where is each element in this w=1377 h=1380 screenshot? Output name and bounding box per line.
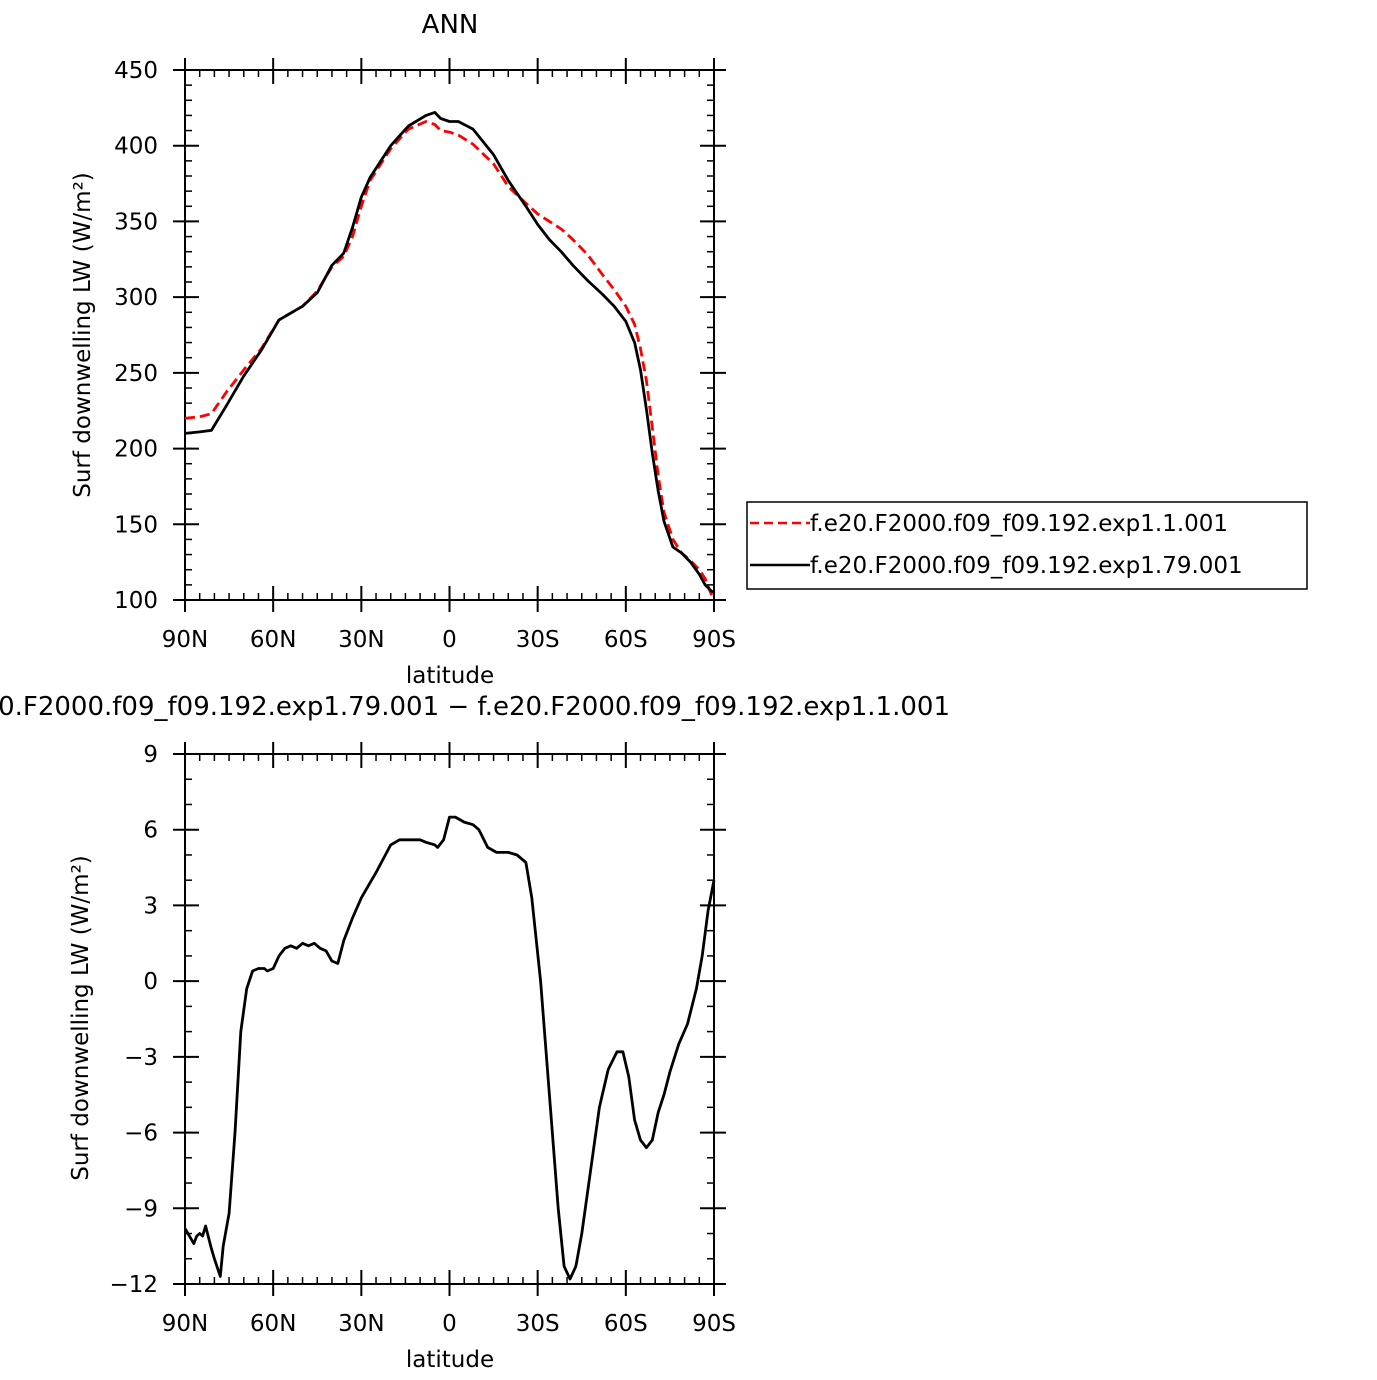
bottom-plot-area: −12 −9 −6 −3 0 3 6 9 90N 60N 30N 0 30S 60S 90S [109,742,736,1337]
top-y-axis-label: Surf downwelling LW (W/m²) [70,172,96,498]
top-x-tick-label: 90S [692,627,736,653]
top-y-tick-label: 200 [114,437,158,463]
top-chart-title: ANN [422,10,479,40]
top-y-tick-label: 150 [114,512,158,538]
top-series-line-1 [184,120,716,600]
top-x-tick-label: 0 [442,627,457,653]
bottom-x-tick-label: 60S [604,1311,648,1337]
bottom-x-tick-label: 30N [338,1311,384,1337]
top-x-axis-label: latitude [406,663,494,689]
bottom-y-tick-label: −3 [124,1045,158,1071]
bottom-x-axis-label: latitude [406,1347,494,1373]
bottom-plot-frame [184,753,715,1285]
bottom-x-tick-label: 0 [442,1311,457,1337]
legend-box [746,501,1308,590]
bottom-y-tick-label: 9 [143,742,158,768]
legend-label-series-2: f.e20.F2000.f09_f09.192.exp1.79.001 [810,553,1243,579]
bottom-x-tick-label: 60N [250,1311,296,1337]
top-x-tick-label: 60S [604,627,648,653]
top-x-tick-label: 90N [162,627,208,653]
top-y-tick-label: 350 [114,209,158,235]
top-x-tick-label: 30N [338,627,384,653]
bottom-series-line-1 [183,815,716,1281]
bottom-chart-title: f.e20.F2000.f09_f09.192.exp1.79.001 − f.… [0,692,950,722]
top-chart-panel: ANN 100 150 200 250 300 350 400 450 90N 60N 30N 0 30… [70,10,1308,689]
legend-label-series-1: f.e20.F2000.f09_f09.192.exp1.1.001 [810,511,1228,537]
bottom-y-tick-label: −6 [124,1121,158,1147]
bottom-x-tick-label: 90S [692,1311,736,1337]
top-y-tick-label: 250 [114,361,158,387]
top-plot-frame [184,69,715,601]
bottom-y-tick-label: −9 [124,1196,158,1222]
top-y-tick-label: 450 [114,58,158,84]
bottom-y-tick-label: 3 [143,893,158,919]
bottom-y-tick-label: 6 [143,818,158,844]
legend: f.e20.F2000.f09_f09.192.exp1.1.001 f.e20… [746,501,1308,590]
bottom-y-tick-label: −12 [109,1272,158,1298]
bottom-x-tick-label: 90N [162,1311,208,1337]
bottom-x-tick-label: 30S [516,1311,560,1337]
top-y-tick-label: 400 [114,134,158,160]
top-y-tick-label: 300 [114,285,158,311]
bottom-y-tick-label: 0 [143,969,158,995]
top-y-tick-label: 100 [114,588,158,614]
top-x-tick-label: 30S [516,627,560,653]
bottom-y-axis-label: Surf downwelling LW (W/m²) [68,855,94,1181]
top-x-tick-label: 60N [250,627,296,653]
bottom-chart-panel: f.e20.F2000.f09_f09.192.exp1.79.001 − f.… [0,692,950,1373]
top-plot-area: 100 150 200 250 300 350 400 450 90N 60N 30N 0 30S 60S… [114,58,736,653]
top-series-line-2 [184,111,715,594]
